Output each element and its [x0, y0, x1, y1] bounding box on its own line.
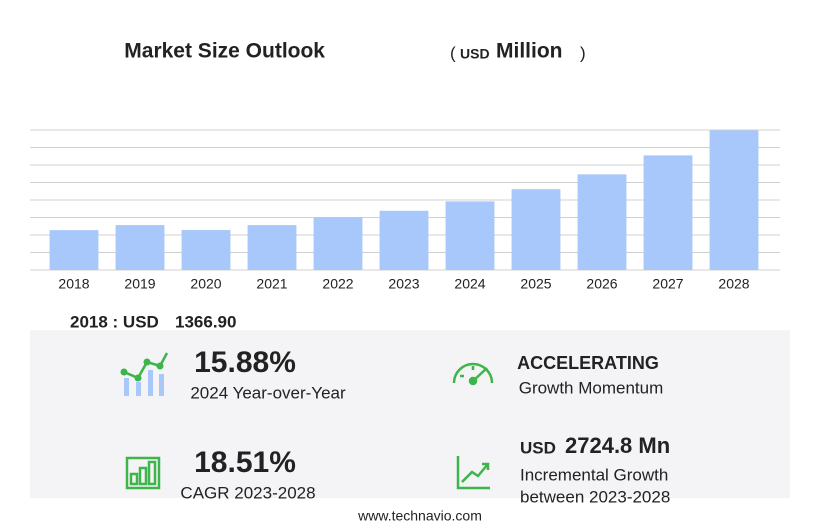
x-tick-label: 2020	[190, 276, 221, 292]
incremental-icon	[456, 456, 490, 490]
bar	[49, 230, 99, 270]
x-tick-label: 2028	[718, 276, 749, 292]
x-tick-label: 2018	[58, 276, 89, 292]
bar	[577, 174, 627, 270]
bar	[313, 217, 363, 270]
bar	[709, 130, 759, 270]
bar	[643, 155, 693, 270]
x-tick-label: 2025	[520, 276, 551, 292]
bar	[181, 230, 231, 270]
unit-open: (	[450, 43, 456, 62]
stats-panel	[30, 330, 790, 498]
chart-title: Market Size Outlook	[124, 40, 325, 63]
x-tick-label: 2022	[322, 276, 353, 292]
bar	[445, 201, 495, 270]
momentum-value: ACCELERATING	[517, 353, 659, 373]
footer: www.technavio.com	[357, 508, 482, 524]
x-tick-label: 2021	[256, 276, 287, 292]
cagr-label: CAGR 2023-2028	[180, 483, 315, 502]
cagr-icon	[125, 456, 161, 490]
unit-currency: USD	[460, 46, 490, 62]
cagr-value: 18.51%	[194, 446, 296, 479]
bar	[511, 189, 561, 270]
incremental-label: Incremental Growth	[520, 465, 668, 484]
incremental-value: 2724.8 Mn	[565, 433, 670, 458]
bar	[115, 225, 165, 270]
base-label: 2018 : USD	[70, 312, 159, 331]
yoy-value: 15.88%	[194, 346, 296, 379]
x-tick-label: 2023	[388, 276, 419, 292]
unit-close: )	[580, 43, 586, 62]
base-value: 1366.90	[175, 312, 236, 331]
x-tick-label: 2027	[652, 276, 683, 292]
unit: Million	[496, 40, 563, 63]
bar	[379, 210, 429, 270]
bar	[247, 225, 297, 270]
yoy-label: 2024 Year-over-Year	[190, 383, 346, 402]
x-tick-label: 2026	[586, 276, 617, 292]
x-tick-label: 2019	[124, 276, 155, 292]
momentum-label: Growth Momentum	[519, 378, 664, 397]
incremental-currency: USD	[520, 438, 556, 457]
incremental-label-2: between 2023-2028	[520, 487, 670, 506]
x-tick-label: 2024	[454, 276, 485, 292]
yoy-icon	[120, 352, 169, 396]
momentum-icon	[452, 362, 494, 386]
